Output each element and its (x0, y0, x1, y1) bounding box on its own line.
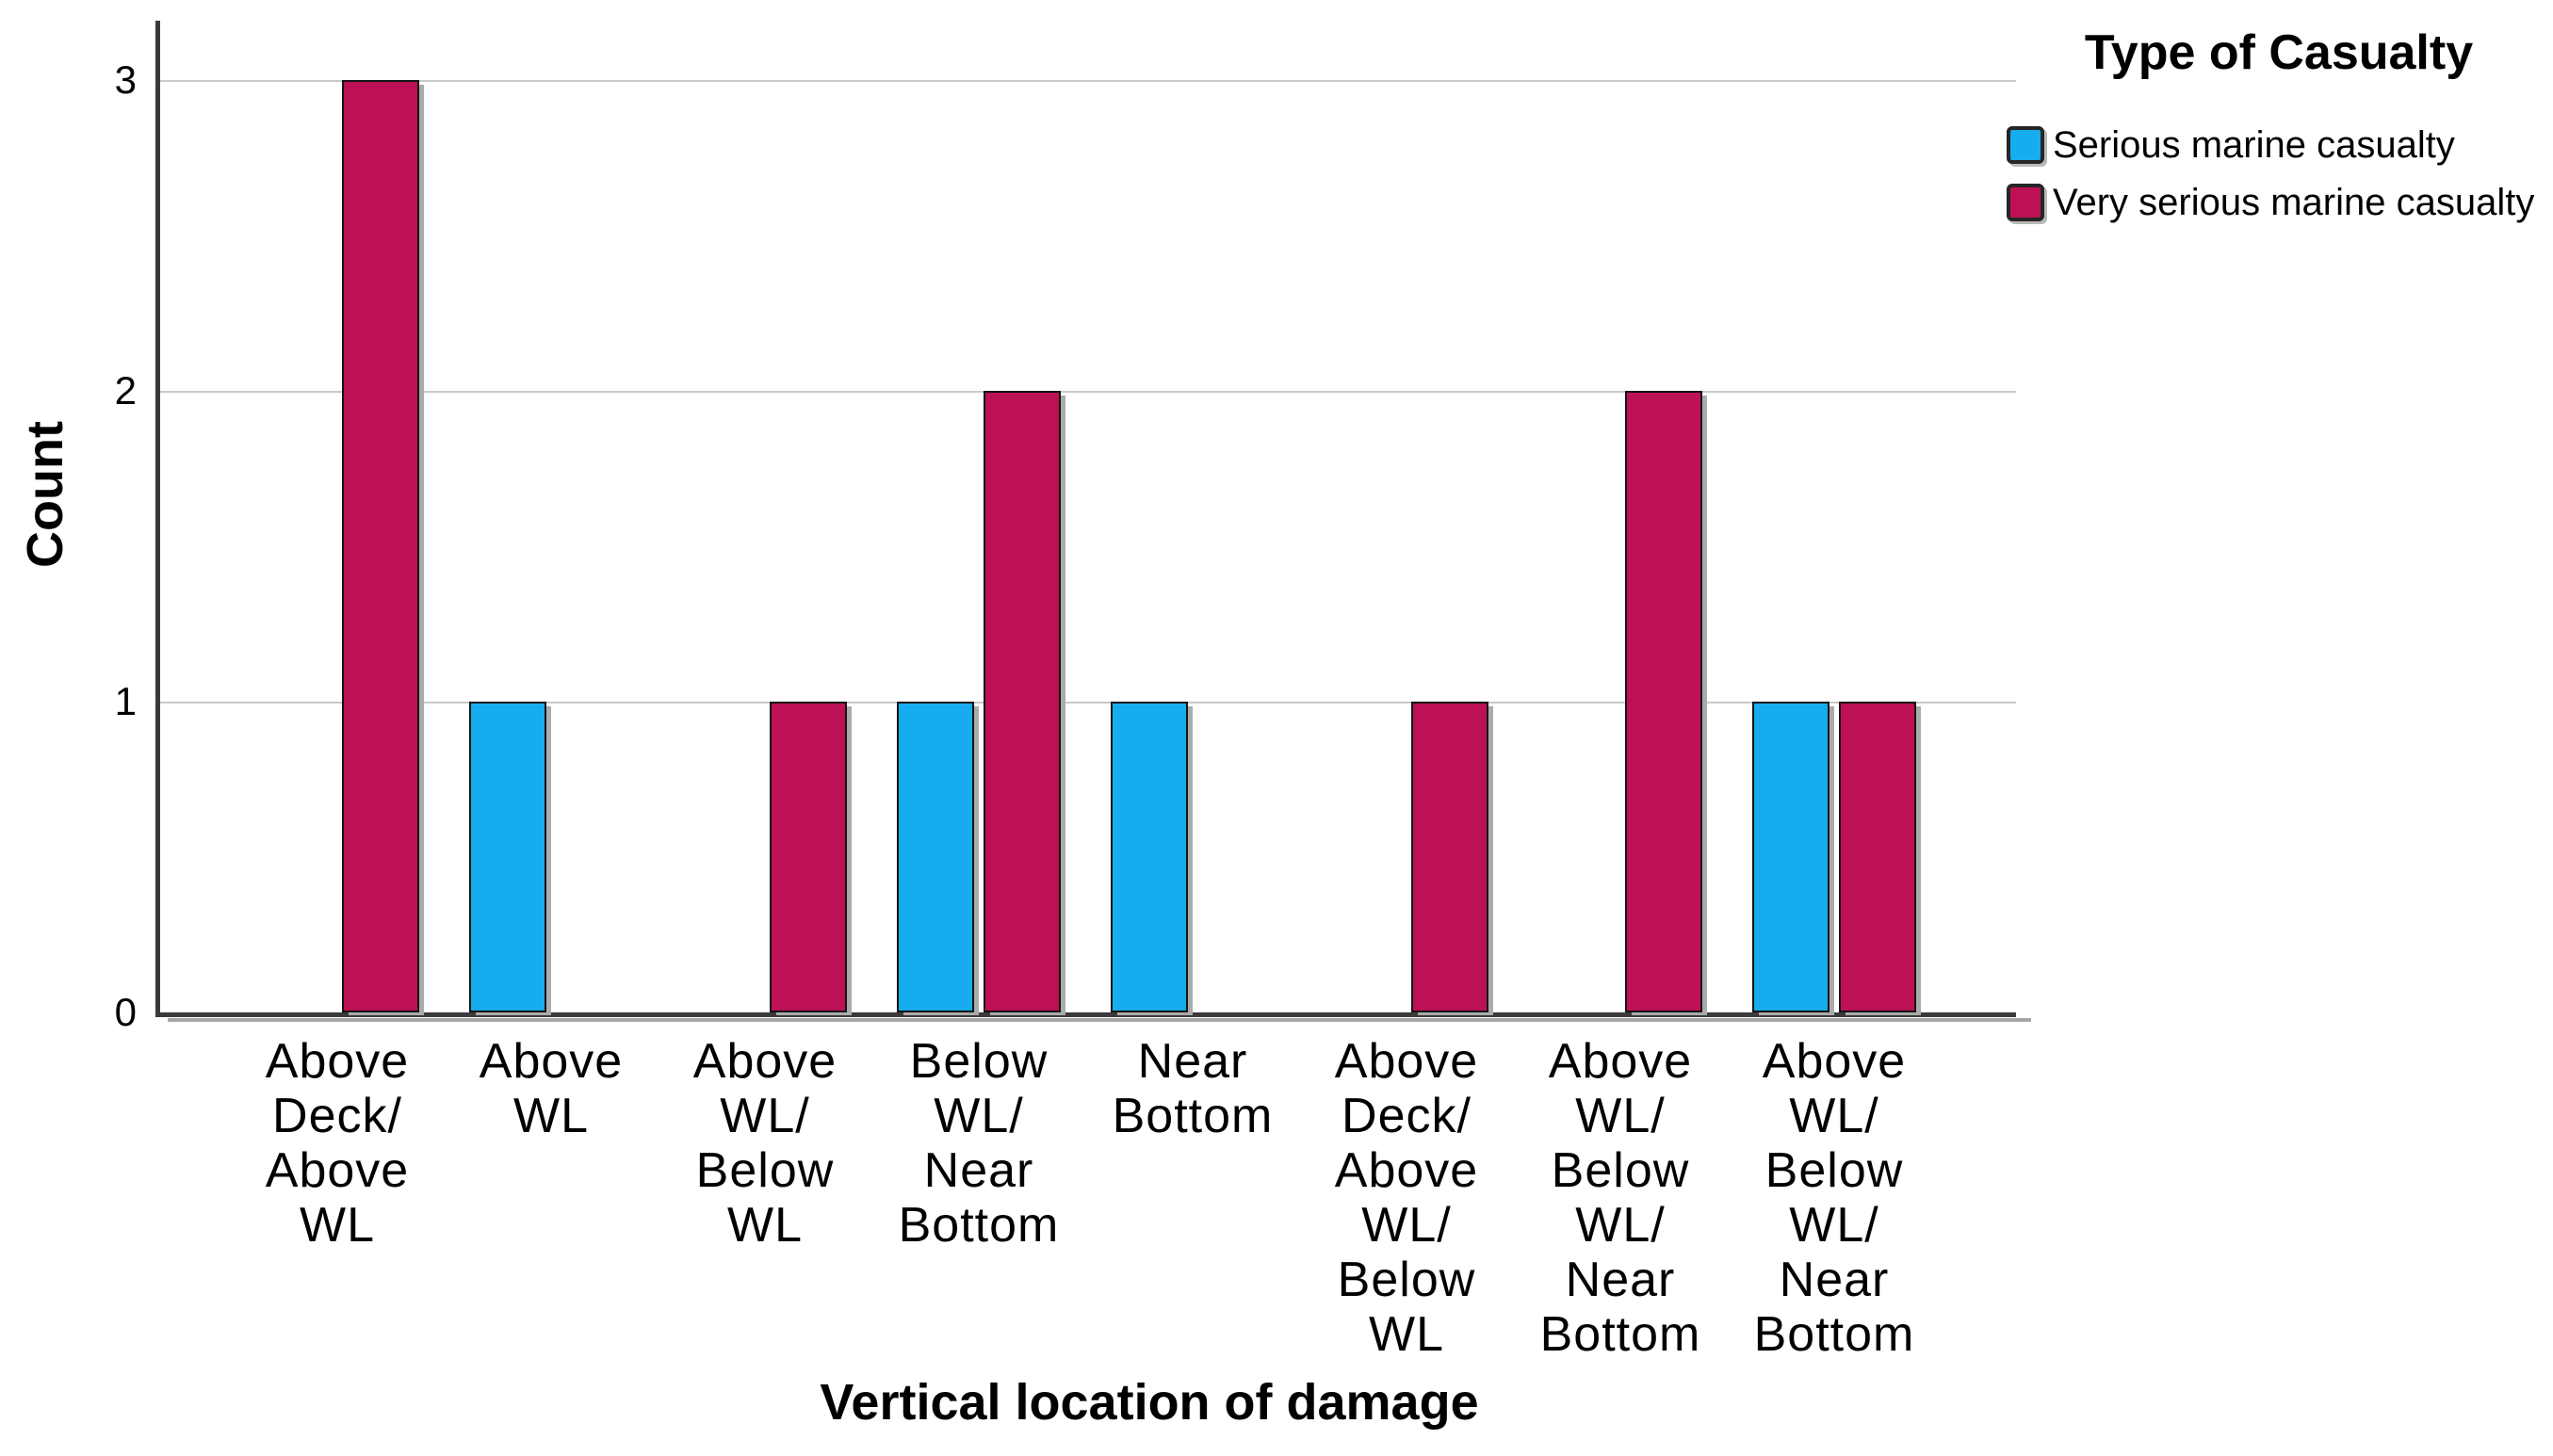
y-tick-label-2: 2 (114, 368, 137, 413)
x-category-label-5: Near Bottom (1112, 1034, 1274, 1143)
x-axis-shadow (168, 1018, 2031, 1022)
x-axis-title: Vertical location of damage (820, 1374, 1479, 1431)
bar-very-serious-cat3 (770, 702, 847, 1012)
plot-area (155, 21, 2016, 1017)
y-tick-label-3: 3 (114, 57, 137, 102)
bar-serious-cat5 (1111, 702, 1188, 1012)
legend-title: Type of Casualty (2084, 25, 2474, 80)
x-category-label-3: Above WL/Below WL (692, 1034, 837, 1253)
x-category-label-6: Above Deck/Above WL/Below WL (1334, 1034, 1479, 1362)
legend-label: Serious marine casualty (2053, 124, 2455, 166)
x-category-label-4: Below WL/Near Bottom (898, 1034, 1060, 1253)
legend: Type of Casualty Serious marine casualty… (2007, 24, 2551, 223)
bar-serious-cat2 (469, 702, 546, 1012)
gridline-y2 (160, 391, 2016, 393)
bar-very-serious-cat6 (1411, 702, 1488, 1012)
bar-very-serious-cat7 (1625, 391, 1702, 1012)
bar-very-serious-cat8 (1839, 702, 1916, 1012)
x-category-label-7: Above WL/Below WL/Near Bottom (1539, 1034, 1701, 1362)
x-category-label-8: Above WL/Below WL/Near Bottom (1753, 1034, 1915, 1362)
x-category-label-2: Above WL (479, 1034, 624, 1143)
gridline-y3 (160, 80, 2016, 82)
y-tick-label-0: 0 (114, 990, 137, 1034)
legend-item-very-serious: Very serious marine casualty (2007, 182, 2551, 223)
legend-item-serious: Serious marine casualty (2007, 124, 2551, 166)
gridline-y1 (160, 702, 2016, 704)
bar-very-serious-cat1 (342, 80, 419, 1012)
legend-label: Very serious marine casualty (2053, 182, 2535, 223)
bar-very-serious-cat4 (984, 391, 1061, 1012)
bar-serious-cat8 (1752, 702, 1829, 1012)
x-category-label-1: Above Deck/Above WL (265, 1034, 410, 1253)
y-tick-label-1: 1 (114, 679, 137, 723)
legend-swatch-very-serious (2007, 184, 2044, 221)
y-axis-title: Count (17, 421, 73, 568)
legend-rows: Serious marine casualty Very serious mari… (2007, 124, 2551, 223)
legend-swatch-serious (2007, 126, 2044, 164)
bar-serious-cat4 (897, 702, 974, 1012)
